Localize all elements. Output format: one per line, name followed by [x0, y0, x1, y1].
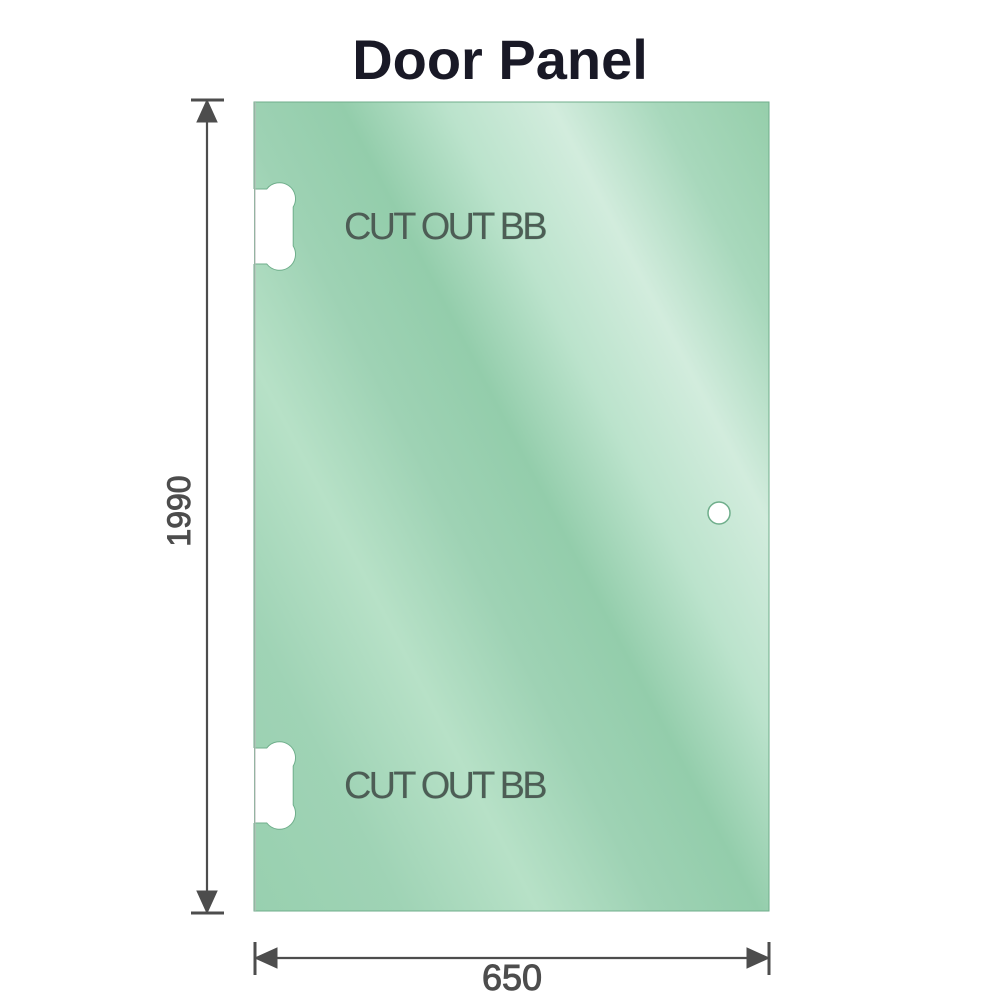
- svg-text:CUT OUT BB: CUT OUT BB: [344, 206, 546, 248]
- svg-text:650: 650: [482, 957, 542, 998]
- svg-text:Door Panel: Door Panel: [352, 28, 648, 91]
- svg-text:CUT OUT BB: CUT OUT BB: [344, 765, 546, 807]
- svg-text:1990: 1990: [161, 475, 197, 546]
